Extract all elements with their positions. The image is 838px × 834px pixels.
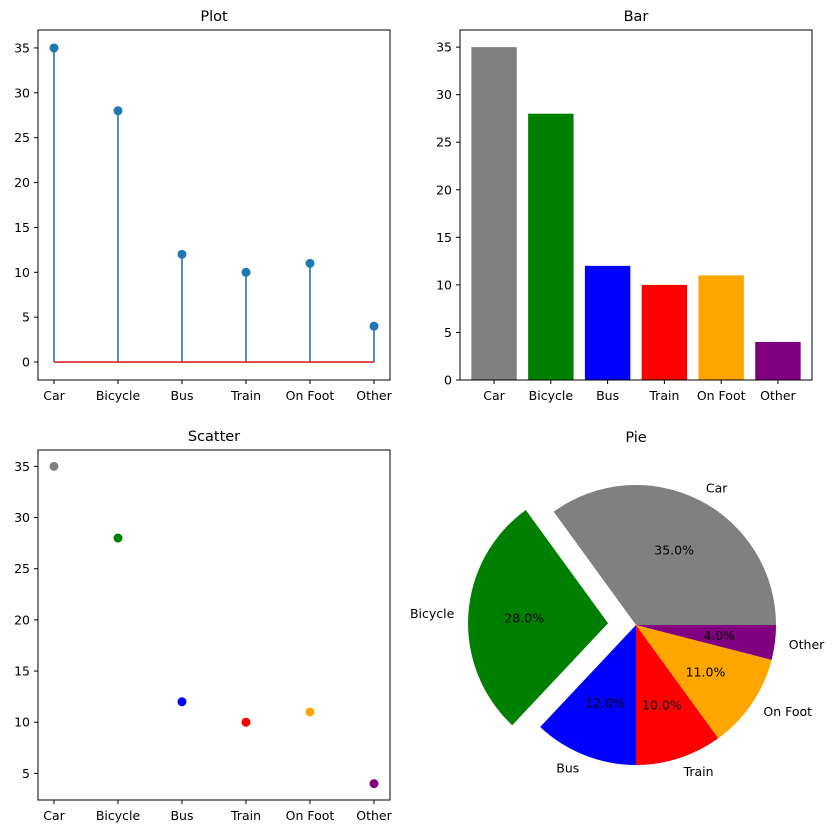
x-tick-label: Bus	[596, 388, 619, 403]
x-tick-label: Train	[230, 808, 261, 823]
stem-marker	[369, 321, 379, 331]
bar	[641, 284, 688, 380]
pie-percent-label: 10.0%	[642, 697, 682, 712]
scatter-point	[49, 461, 59, 471]
bar	[698, 275, 744, 380]
pie-percent-label: 11.0%	[686, 665, 726, 680]
y-tick-label: 25	[14, 130, 30, 145]
pie-percent-label: 4.0%	[703, 628, 735, 643]
chart-title: Pie	[625, 430, 646, 446]
pie-label: Train	[683, 764, 714, 779]
y-tick-label: 15	[14, 220, 30, 235]
y-tick-label: 0	[444, 373, 452, 388]
pie-slice	[636, 625, 719, 765]
stem-marker	[241, 267, 251, 277]
stem-marker	[305, 258, 315, 268]
pie-label: Car	[706, 480, 728, 495]
y-tick-label: 5	[22, 310, 30, 325]
stem-marker	[113, 106, 123, 116]
pie-slice	[553, 485, 776, 625]
bar-chart-panel: Bar 0 5 10 15 20 25 30 35 Car Bicycle Bus Train On Fo…	[436, 9, 813, 403]
x-tick-label: On Foot	[286, 388, 335, 403]
x-tick-label: Train	[648, 388, 679, 403]
x-tick-label: Other	[356, 808, 392, 823]
x-tick-label: Car	[483, 388, 505, 403]
scatter-point	[113, 533, 123, 543]
scatter-point	[177, 697, 187, 707]
y-tick-label: 5	[444, 325, 452, 340]
x-tick-label: On Foot	[286, 808, 335, 823]
axes-frame	[37, 449, 391, 801]
y-tick-label: 35	[14, 459, 30, 474]
axes-frame	[459, 29, 813, 381]
bar	[471, 47, 517, 380]
stem-marker	[49, 43, 59, 53]
y-tick-label: 30	[436, 87, 452, 102]
stem-marker	[177, 249, 187, 259]
chart-title: Scatter	[188, 429, 240, 445]
x-tick-label: Other	[760, 388, 796, 403]
scatter-point	[369, 779, 379, 789]
pie-slice	[636, 625, 776, 660]
y-tick-label: 20	[14, 612, 30, 627]
axes-frame	[37, 29, 391, 381]
y-tick-label: 30	[14, 510, 30, 525]
x-tick-label: Bicycle	[96, 388, 141, 403]
y-tick-label: 35	[14, 40, 30, 55]
pie-percent-label: 12.0%	[585, 696, 625, 711]
y-tick-label: 35	[436, 40, 452, 55]
y-tick-label: 15	[14, 664, 30, 679]
pie-percent-label: 35.0%	[654, 543, 694, 558]
y-tick-label: 15	[436, 230, 452, 245]
y-tick-label: 20	[436, 182, 452, 197]
pie-slice	[636, 625, 772, 739]
x-tick-label: Bicycle	[96, 808, 141, 823]
pie-label: On Foot	[763, 704, 812, 719]
x-tick-label: Train	[230, 388, 261, 403]
pie-label: Bus	[556, 761, 579, 776]
pie-chart-panel: Pie Car 35.0% Bicycle 28.0% Bus 12.0% Train 10.0…	[410, 430, 825, 779]
y-tick-label: 0	[22, 355, 30, 370]
pie-slice	[468, 509, 609, 726]
bar	[528, 113, 574, 381]
x-tick-label: On Foot	[697, 388, 746, 403]
y-tick-label: 30	[14, 85, 30, 100]
x-tick-label: Bus	[170, 388, 193, 403]
x-tick-label: Car	[43, 808, 65, 823]
y-tick-label: 25	[14, 561, 30, 576]
scatter-plot-panel: Scatter 5 10 15 20 25 30 35 Car Bicycle Bus Train On…	[14, 429, 393, 823]
bar	[584, 265, 631, 380]
x-tick-label: Car	[43, 388, 65, 403]
scatter-point	[241, 717, 251, 727]
y-tick-label: 10	[14, 715, 30, 730]
pie-label: Other	[789, 637, 825, 652]
y-tick-label: 10	[14, 265, 30, 280]
y-tick-label: 5	[22, 766, 30, 781]
chart-title: Plot	[200, 9, 228, 25]
pie-slice	[540, 625, 636, 765]
bar	[755, 341, 801, 380]
pie-label: Bicycle	[410, 606, 455, 621]
chart-title: Bar	[624, 9, 649, 25]
x-tick-label: Other	[356, 388, 392, 403]
x-tick-label: Bicycle	[529, 388, 574, 403]
scatter-point	[305, 707, 315, 717]
stem-plot-panel: Plot 0 5 10 15 20 25 30 35 Car Bicycle Bus Train On F…	[14, 9, 393, 403]
y-tick-label: 10	[436, 277, 452, 292]
y-tick-label: 25	[436, 135, 452, 150]
x-tick-label: Bus	[170, 808, 193, 823]
y-tick-label: 20	[14, 175, 30, 190]
pie-percent-label: 28.0%	[504, 610, 544, 625]
